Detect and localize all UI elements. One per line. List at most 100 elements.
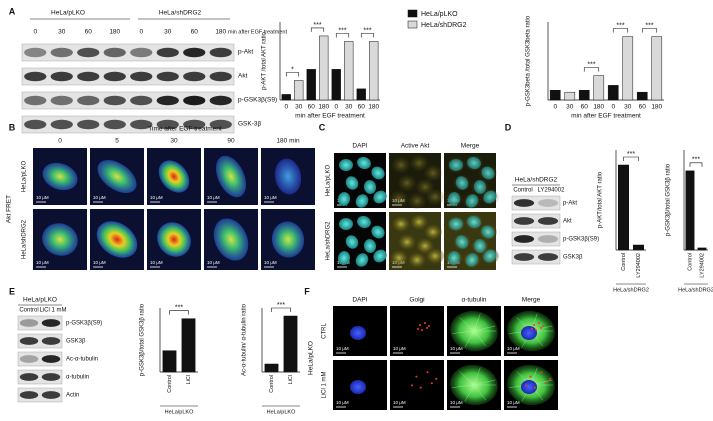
scale-label: 10 μM	[207, 260, 220, 265]
y-axis-label: p-GSK3β/total GSK3β ratio	[666, 163, 672, 236]
blot-band	[19, 373, 39, 381]
cell	[96, 221, 138, 258]
y-axis-label: p-GSK3β/total GSK3β ratio	[140, 303, 146, 376]
cell	[455, 176, 469, 190]
fiber	[464, 384, 475, 402]
cell	[481, 166, 495, 180]
column-label: Merge	[461, 143, 480, 150]
column-label: 0	[58, 138, 62, 145]
column-label: DAPI	[352, 143, 367, 150]
golgi-dot	[415, 375, 418, 378]
scale-label: 10 μM	[150, 195, 163, 200]
x-tick-label: 30	[624, 104, 632, 111]
x-tick-label: 180	[651, 104, 662, 111]
golgi-dot	[544, 382, 547, 385]
x-tick-label: Control	[269, 375, 275, 393]
blot-band	[156, 95, 179, 106]
scale-label: 10 μM	[264, 260, 277, 265]
x-tick-label: 0	[553, 104, 557, 111]
blot-strip	[21, 91, 235, 110]
blot-row-label: p-GSK3β(S9)	[238, 97, 277, 104]
golgi-dot	[533, 324, 535, 326]
lane-label: LiCl 1 mM	[39, 308, 66, 314]
lane-label: 0	[139, 29, 143, 36]
lane-unit: min after EGF treatment	[228, 29, 287, 35]
blot-band	[209, 95, 232, 106]
row-label: HeLa/pLKO	[326, 164, 332, 196]
cell	[357, 215, 371, 229]
blot-band	[130, 47, 153, 58]
bar	[344, 41, 354, 101]
scale-label: 10 μM	[150, 260, 163, 265]
blot-band	[537, 217, 559, 225]
blot-band	[41, 373, 61, 381]
cell	[97, 159, 137, 194]
significance-bracket	[583, 67, 600, 72]
bar	[319, 35, 329, 101]
x-tick-label: 60	[308, 104, 316, 111]
cell	[373, 190, 387, 204]
panel-letter: E	[9, 286, 15, 296]
significance-label: ***	[313, 22, 321, 29]
scale-label: 10 μM	[336, 346, 349, 351]
significance-bracket	[285, 72, 300, 77]
blot-row-label: Actin	[66, 393, 79, 399]
fiber	[452, 330, 475, 334]
cell	[521, 380, 537, 394]
scale-label: 10 μM	[36, 260, 49, 265]
bar	[283, 315, 298, 373]
x-tick-label: 60	[581, 104, 589, 111]
blot-band	[537, 235, 559, 243]
cell	[157, 222, 191, 257]
x-tick-label: Control	[621, 253, 627, 271]
cell	[350, 326, 366, 340]
legend-swatch	[407, 9, 418, 18]
x-tick-label: 180	[593, 104, 604, 111]
bar	[578, 90, 590, 101]
x-tick-label: 30	[345, 104, 353, 111]
bar	[651, 36, 663, 101]
bar	[564, 91, 576, 101]
lane-label: 180	[109, 29, 120, 36]
bar	[593, 75, 605, 101]
cell	[355, 253, 369, 267]
blot-band	[41, 391, 61, 399]
fiber	[464, 330, 475, 348]
blot-band	[19, 391, 39, 399]
blot-band	[103, 47, 126, 58]
blot-band	[103, 95, 126, 106]
significance-bracket	[623, 156, 639, 161]
scale-label: 10 μM	[36, 195, 49, 200]
bar	[181, 318, 196, 373]
blot-band	[130, 95, 153, 106]
cell	[424, 224, 442, 240]
x-axis-label: min after EGF treatment	[571, 113, 641, 120]
golgi-dot	[417, 328, 419, 330]
scale-label: 10 μM	[507, 400, 520, 405]
lane-label: 60	[85, 29, 93, 36]
column-label: Merge	[522, 297, 541, 304]
golgi-dot	[533, 386, 536, 389]
panel-letter: F	[304, 286, 310, 296]
golgi-dot	[419, 324, 421, 326]
row-label: LiCl 1 mM	[322, 371, 328, 398]
x-tick-label: LiCl	[288, 375, 294, 384]
x-axis-label: min after EGF treatment	[295, 113, 365, 120]
x-tick-label: Control	[687, 253, 693, 271]
cell	[481, 225, 495, 239]
blot-row-label: GSK3β	[563, 255, 583, 261]
blot-row-label: p-GSK3β(S9)	[66, 321, 102, 327]
blot-band	[19, 337, 39, 345]
x-axis-label: HeLa/shDRG2	[613, 287, 649, 293]
x-tick-label: LY294002	[699, 253, 705, 278]
cell	[345, 176, 359, 190]
blot-band	[24, 71, 47, 82]
micrograph	[390, 360, 444, 410]
blot-row-label: p-GSK3β(S9)	[563, 237, 599, 243]
golgi-dot	[538, 322, 540, 324]
cell	[483, 190, 497, 204]
blot-row-label: Ac-α-tubulin	[66, 357, 98, 363]
bar	[636, 91, 648, 101]
blot-row-label: Akt	[238, 73, 248, 80]
